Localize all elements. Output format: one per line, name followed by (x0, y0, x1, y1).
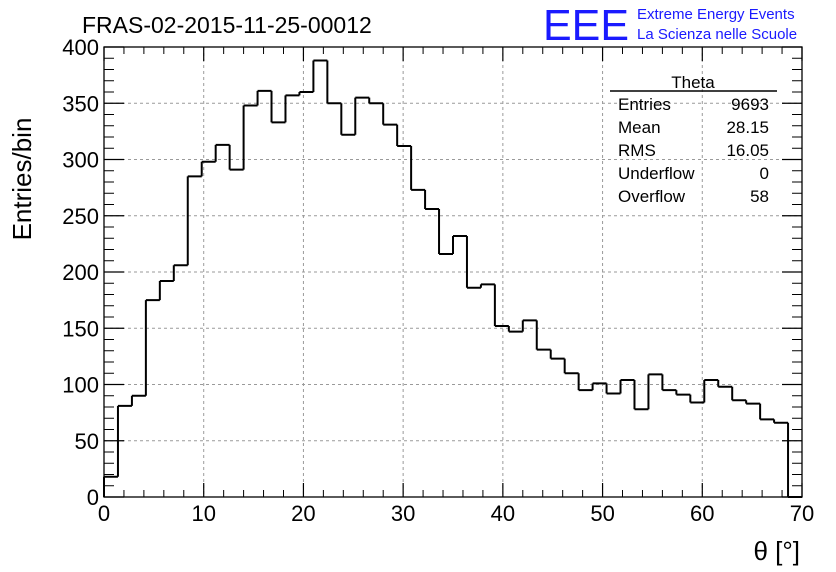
x-tick-label: 30 (391, 501, 415, 526)
stats-value-underflow: 0 (760, 164, 769, 183)
eee-logo: EEE Extreme Energy Events La Scienza nel… (543, 1, 797, 50)
stats-label-rms: RMS (618, 141, 656, 160)
y-tick-labels: 0 50 100 150 200 250 300 350 400 (62, 35, 99, 510)
grid-lines (104, 47, 802, 497)
stats-label-overflow: Overflow (618, 187, 686, 206)
x-tick-label: 20 (291, 501, 315, 526)
y-tick-label: 250 (62, 204, 99, 229)
x-tick-label: 0 (98, 501, 110, 526)
chart-title: FRAS-02-2015-11-25-00012 (82, 12, 372, 38)
x-tick-label: 70 (790, 501, 814, 526)
axis-ticks (103, 46, 803, 498)
stats-label-entries: Entries (618, 95, 671, 114)
x-tick-label: 50 (590, 501, 614, 526)
eee-logo-letters: EEE (543, 1, 629, 50)
stats-label-mean: Mean (618, 118, 661, 137)
stats-header: Theta (671, 73, 715, 92)
y-tick-label: 0 (87, 485, 99, 510)
x-tick-label: 40 (491, 501, 515, 526)
y-tick-label: 100 (62, 373, 99, 398)
x-axis-label: θ [°] (753, 536, 800, 566)
eee-logo-line2: La Scienza nelle Scuole (637, 26, 797, 43)
x-tick-label: 10 (191, 501, 215, 526)
stats-value-mean: 28.15 (726, 118, 769, 137)
eee-logo-line1: Extreme Energy Events (637, 6, 795, 23)
y-tick-label: 300 (62, 148, 99, 173)
stats-label-underflow: Underflow (618, 164, 695, 183)
x-tick-label: 60 (690, 501, 714, 526)
y-tick-label: 150 (62, 316, 99, 341)
y-tick-label: 350 (62, 91, 99, 116)
y-tick-label: 400 (62, 35, 99, 60)
stats-value-rms: 16.05 (726, 141, 769, 160)
y-axis-label: Entries/bin (7, 118, 37, 241)
stats-value-overflow: 58 (750, 187, 769, 206)
y-tick-label: 200 (62, 260, 99, 285)
stats-value-entries: 9693 (731, 95, 769, 114)
x-tick-labels: 0 10 20 30 40 50 60 70 (98, 501, 814, 526)
histogram-series (103, 59, 802, 498)
stats-box: Theta Entries 9693 Mean 28.15 RMS 16.05 … (610, 73, 777, 206)
y-tick-label: 50 (75, 429, 99, 454)
